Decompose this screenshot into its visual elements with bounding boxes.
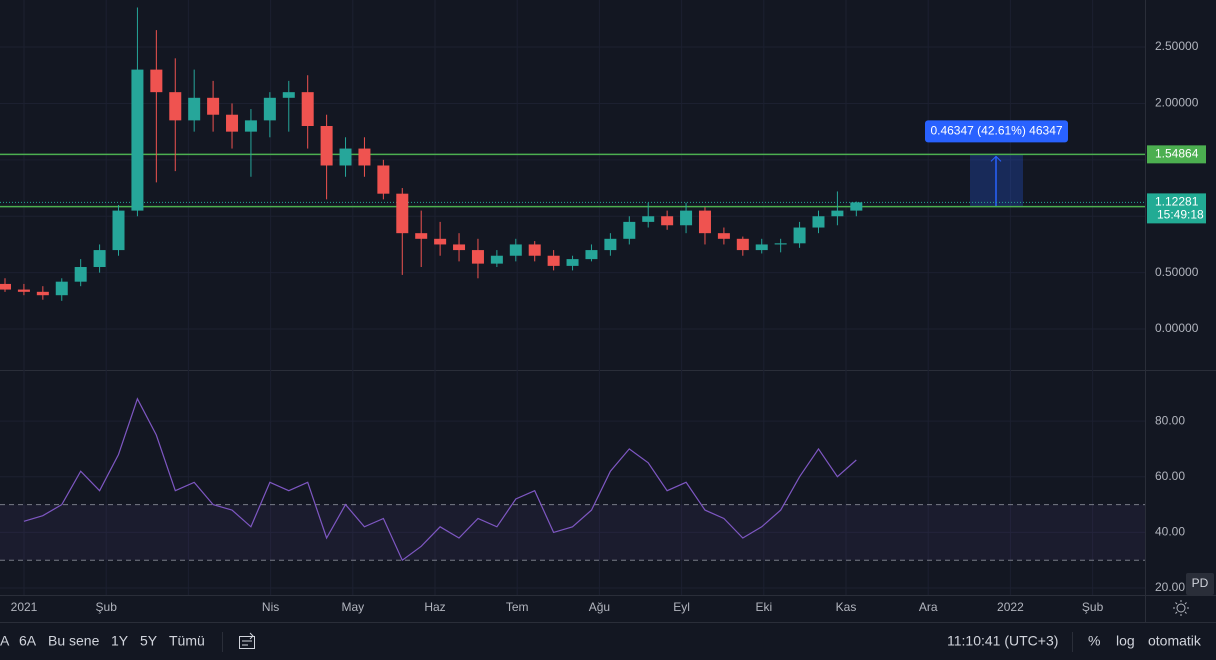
x-tick-label: Eki [755, 600, 772, 614]
candle-body [831, 210, 844, 217]
candle-body [585, 250, 598, 260]
x-tick-label: 2022 [997, 600, 1024, 614]
candle-body [528, 244, 541, 256]
badge-bg [1186, 573, 1214, 595]
candle-body [396, 193, 409, 234]
candle-body [698, 210, 711, 234]
range-button[interactable]: A [0, 633, 10, 649]
measure-arrowhead [990, 155, 1002, 162]
candle-body [471, 250, 484, 264]
candle-body [434, 238, 447, 245]
measure-label: 0.46347 (42.61%) 46347 [930, 124, 1062, 138]
measure-label-bg [925, 120, 1068, 143]
candle-body [774, 243, 787, 245]
candle-body [339, 148, 352, 166]
x-tick-label: Eyl [673, 600, 690, 614]
candle-body [547, 255, 560, 266]
y-tick-label: 2.50000 [1155, 39, 1199, 53]
candle-body [226, 114, 239, 132]
last-price-bg [1147, 193, 1206, 224]
candle-body [490, 255, 503, 264]
candle-body [850, 202, 863, 211]
x-tick-label: Şub [1082, 600, 1104, 614]
x-tick-label: Ara [919, 600, 938, 614]
candle-body [0, 283, 11, 290]
rsi-band [0, 504, 1145, 561]
candle-body [358, 148, 371, 166]
candle-body [604, 238, 617, 251]
range-button[interactable]: 5Y [140, 633, 158, 649]
candle-body [112, 210, 125, 251]
x-tick-label: Haz [424, 600, 445, 614]
y-tick-label: 40.00 [1155, 525, 1185, 539]
x-tick-label: May [341, 600, 364, 614]
rsi-line [23, 397, 857, 562]
x-tick-label: Şub [96, 600, 118, 614]
candle-body [169, 92, 182, 121]
y-tick-label: 60.00 [1155, 469, 1185, 483]
x-tick-label: 2021 [11, 600, 38, 614]
candle-body [680, 210, 693, 226]
countdown-label: 15:49:18 [1157, 208, 1204, 222]
range-button[interactable]: Tümü [169, 633, 205, 649]
candle-body [263, 97, 276, 121]
scale-option[interactable]: log [1116, 633, 1135, 649]
candle-body [377, 165, 390, 194]
price-label-bg [1147, 145, 1206, 164]
x-tick-label: Ağu [589, 600, 610, 614]
candle-body [282, 92, 295, 98]
candle-body [793, 227, 806, 244]
candle-body [566, 259, 579, 266]
candle-body [301, 92, 314, 127]
range-button[interactable]: 6A [19, 633, 37, 649]
y-tick-label: 80.00 [1155, 413, 1185, 427]
x-tick-label: Kas [836, 600, 857, 614]
candle-body [320, 126, 333, 166]
x-tick-label: Nis [262, 600, 279, 614]
y-tick-label: 0.50000 [1155, 265, 1199, 279]
clock: 11:10:41 (UTC+3) [947, 633, 1058, 649]
y-tick-label: 0.00000 [1155, 321, 1199, 335]
candle-body [661, 216, 674, 226]
price-label: 1.54864 [1155, 147, 1199, 161]
scale-option[interactable]: % [1088, 633, 1100, 649]
candle-body [74, 267, 87, 282]
compare-icon[interactable] [239, 632, 255, 649]
candle-body [188, 97, 201, 121]
candle-body [36, 291, 49, 296]
range-button[interactable]: 1Y [111, 633, 129, 649]
y-tick-label: 2.00000 [1155, 96, 1199, 110]
range-button[interactable]: Bu sene [48, 633, 100, 649]
candle-body [93, 250, 106, 268]
candle-body [755, 244, 768, 251]
candle-body [131, 69, 144, 211]
scale-option[interactable]: otomatik [1148, 633, 1202, 649]
badge: PD [1192, 576, 1209, 590]
candle-body [55, 281, 68, 296]
candle-body [244, 120, 257, 132]
candle-body [509, 244, 522, 256]
last-price-label: 1.12281 [1155, 195, 1199, 209]
candle-body [150, 69, 163, 93]
candle-body [207, 97, 220, 115]
candle-body [812, 216, 825, 228]
settings-icon[interactable] [1173, 600, 1189, 616]
candle-body [623, 221, 636, 239]
candle-body [736, 238, 749, 251]
x-tick-label: Tem [506, 600, 529, 614]
candle-body [17, 289, 30, 292]
y-tick-label: 20.00 [1155, 580, 1185, 594]
candle-body [453, 244, 466, 251]
candle-body [415, 233, 428, 239]
candle-body [717, 233, 730, 239]
candle-body [642, 216, 655, 222]
